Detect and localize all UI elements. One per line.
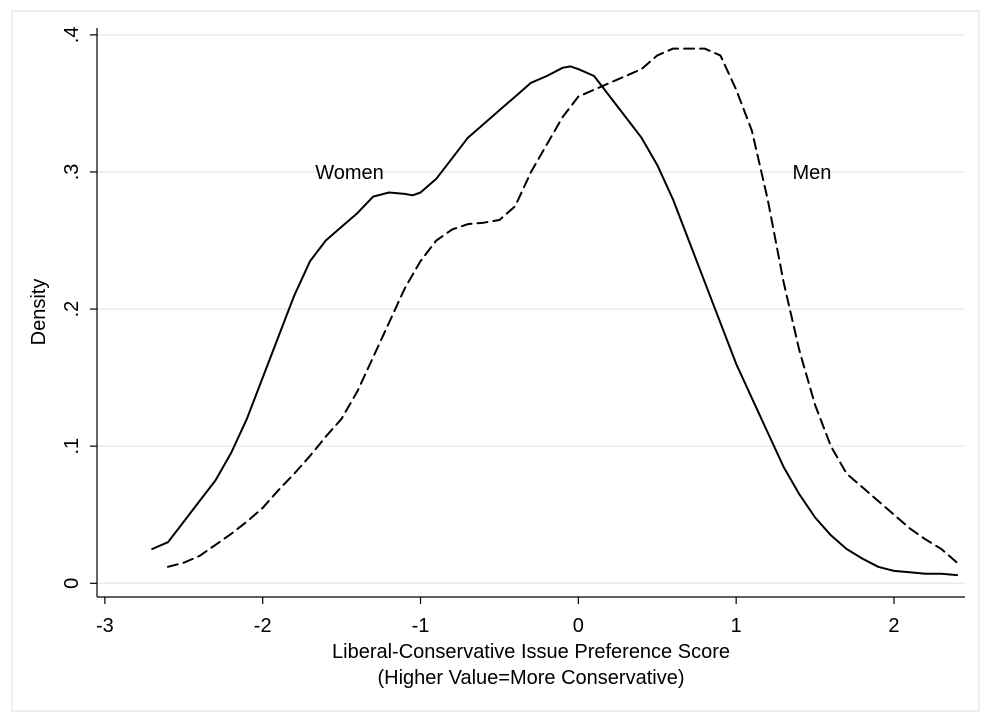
axes: 0 .1 .2 .3 .4 -3 -2 -1 0 1 2 — [61, 27, 965, 637]
gridlines — [97, 34, 965, 585]
series-lines — [151, 47, 959, 577]
x-tick-label: -2 — [254, 615, 272, 637]
x-tick-label: 1 — [731, 615, 742, 637]
plot-region-frame — [11, 10, 980, 712]
x-tick-label: 2 — [888, 615, 899, 637]
x-axis-title-line1: Liberal-Conservative Issue Preference Sc… — [332, 641, 730, 663]
series-label-women: Women — [315, 162, 384, 184]
y-tick-label: .1 — [61, 438, 83, 455]
y-tick-label: .2 — [61, 301, 83, 318]
series-line-women — [151, 65, 959, 577]
x-tick-label: -3 — [96, 615, 114, 637]
x-axis-title-line2: (Higher Value=More Conservative) — [378, 667, 685, 689]
y-axis-title: Density — [28, 279, 50, 346]
series-labels: Women Men — [315, 162, 831, 184]
y-tick-label: 0 — [61, 578, 83, 589]
x-tick-label: 0 — [573, 615, 584, 637]
series-line-men — [167, 47, 959, 568]
x-tick-label: -1 — [412, 615, 430, 637]
series-label-men: Men — [792, 162, 831, 184]
y-tick-label: .4 — [61, 27, 83, 44]
y-tick-label: .3 — [61, 164, 83, 181]
